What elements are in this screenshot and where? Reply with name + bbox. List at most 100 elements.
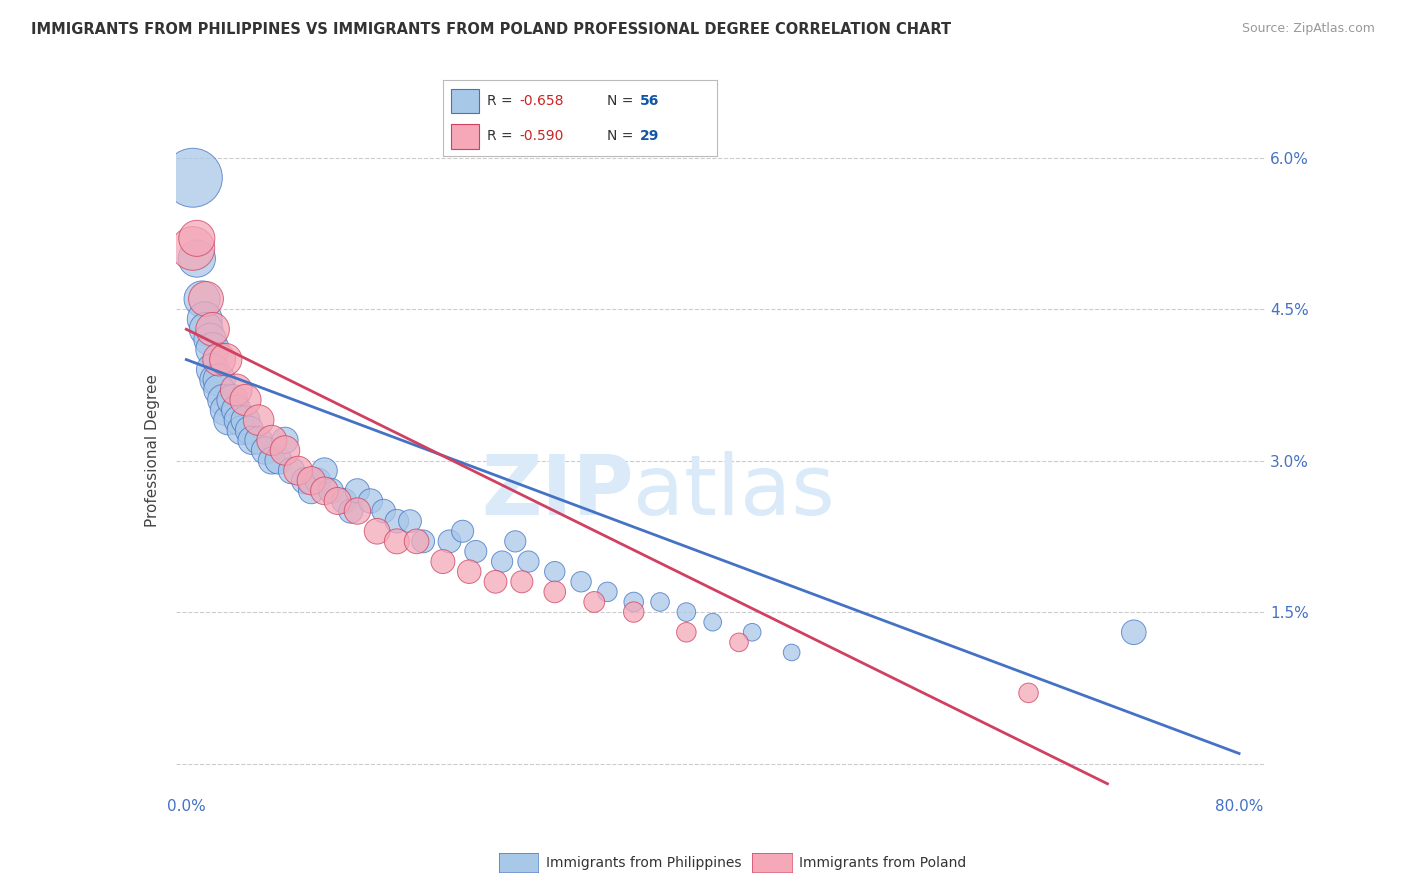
Point [333,494,356,508]
Point [215,403,238,417]
Point [366,524,388,539]
Text: Source: ZipAtlas.com: Source: ZipAtlas.com [1241,22,1375,36]
Point [596,585,619,599]
Point [675,625,697,640]
Text: IMMIGRANTS FROM PHILIPPINES VS IMMIGRANTS FROM POLAND PROFESSIONAL DEGREE CORREL: IMMIGRANTS FROM PHILIPPINES VS IMMIGRANT… [31,22,950,37]
Text: N =: N = [607,94,638,108]
Text: R =: R = [486,129,517,144]
Text: 56: 56 [640,94,659,108]
Text: -0.590: -0.590 [520,129,564,144]
Point [544,565,567,579]
Point [1018,686,1040,700]
Point [780,645,803,659]
Text: atlas: atlas [633,451,835,533]
Point [260,453,283,467]
Point [319,483,342,498]
Bar [451,124,478,149]
Point [741,625,763,640]
Point [274,434,297,448]
Point [702,615,724,630]
Point [544,585,567,599]
Point [648,595,671,609]
Text: N =: N = [607,129,638,144]
Text: ZIP: ZIP [481,451,633,533]
Point [254,443,277,458]
Point [235,392,257,407]
Point [373,504,395,518]
Point [198,332,221,346]
Point [212,392,235,407]
Point [484,574,506,589]
Point [517,555,540,569]
Point [201,322,224,336]
Point [238,423,260,437]
Point [1122,625,1144,640]
Point [201,362,224,376]
Point [228,413,250,427]
Point [503,534,526,549]
Point [432,555,454,569]
Point [191,292,214,306]
Point [274,443,297,458]
Point [247,413,270,427]
Point [204,373,226,387]
Point [221,392,243,407]
Point [267,453,290,467]
Point [181,242,204,256]
Point [186,252,208,266]
Point [439,534,461,549]
Point [399,514,422,528]
Point [412,534,434,549]
Point [385,514,408,528]
Text: Immigrants from Poland: Immigrants from Poland [799,855,966,870]
Point [215,352,238,367]
Point [240,434,263,448]
Point [208,383,231,397]
Point [346,504,368,518]
Point [225,383,247,397]
Point [360,494,382,508]
Point [260,434,283,448]
Point [623,605,645,619]
Point [405,534,427,549]
Point [675,605,697,619]
Point [569,574,592,589]
Point [294,474,316,488]
Point [464,544,486,558]
Text: 29: 29 [640,129,659,144]
Point [208,373,231,387]
Point [181,170,204,185]
Point [186,231,208,245]
Point [280,464,302,478]
Point [299,483,322,498]
Point [299,474,322,488]
Point [195,322,218,336]
Point [217,413,239,427]
Point [326,494,349,508]
Text: -0.658: -0.658 [520,94,564,108]
Point [314,464,336,478]
Text: Immigrants from Philippines: Immigrants from Philippines [546,855,741,870]
Point [339,504,361,518]
Point [307,474,329,488]
Point [225,403,247,417]
Point [195,292,218,306]
Point [287,464,309,478]
Point [247,434,270,448]
Point [458,565,481,579]
Point [235,413,257,427]
Point [583,595,606,609]
Point [201,343,224,357]
Point [510,574,533,589]
Point [623,595,645,609]
Point [346,483,368,498]
Point [728,635,751,649]
Point [231,423,253,437]
Y-axis label: Professional Degree: Professional Degree [145,374,160,527]
Text: R =: R = [486,94,517,108]
Point [314,483,336,498]
Bar [451,88,478,113]
Point [385,534,408,549]
Point [451,524,474,539]
Point [208,352,231,367]
